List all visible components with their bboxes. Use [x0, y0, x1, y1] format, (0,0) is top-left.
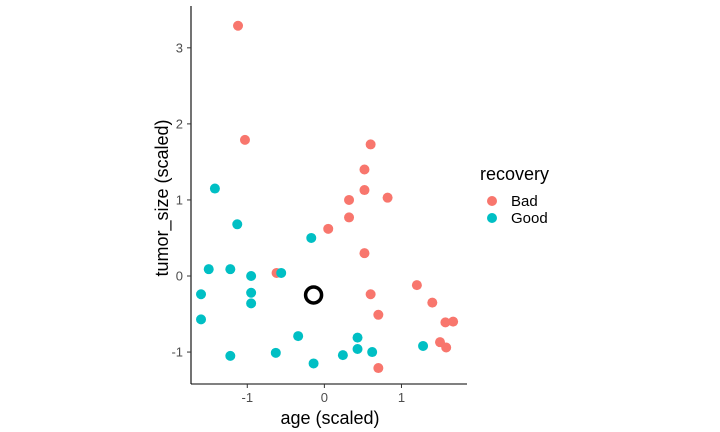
- data-point-bad: [323, 223, 334, 234]
- data-point-good: [232, 219, 243, 230]
- data-point-bad: [448, 316, 459, 327]
- y-tick-label: 0: [176, 269, 183, 284]
- x-axis-title-group: age (scaled): [280, 408, 379, 428]
- data-point-bad: [411, 280, 422, 291]
- data-point-bad: [373, 309, 384, 320]
- y-axis-title-group: tumor_size (scaled): [152, 119, 173, 276]
- data-point-bad: [427, 297, 438, 308]
- legend-label-bad: Bad: [511, 193, 538, 210]
- data-point-good: [352, 332, 363, 343]
- axes: -1 0 1 -1 0 1 2 3: [171, 6, 467, 405]
- data-point-good: [306, 232, 317, 243]
- data-point-bad: [441, 342, 452, 353]
- y-axis-title: tumor_size (scaled): [152, 119, 173, 276]
- data-point-good: [209, 183, 220, 194]
- data-point-good: [352, 344, 363, 355]
- data-point-bad: [365, 139, 376, 150]
- data-point-good: [337, 350, 348, 361]
- data-point-good: [246, 298, 257, 309]
- data-point-good: [203, 264, 214, 275]
- data-point-bad: [344, 194, 355, 205]
- x-tick-label: -1: [241, 390, 253, 405]
- data-point-good: [225, 350, 236, 361]
- data-point-good: [308, 358, 319, 369]
- data-points: [196, 20, 459, 374]
- data-point-good: [246, 287, 257, 298]
- data-point-good: [196, 289, 207, 300]
- y-tick-label: 1: [176, 192, 183, 207]
- data-point-bad: [359, 185, 370, 196]
- y-tick-label: -1: [171, 345, 183, 360]
- y-tick-label: 3: [176, 40, 183, 55]
- data-point-bad: [359, 248, 370, 259]
- data-point-bad: [359, 164, 370, 175]
- data-point-good: [270, 347, 281, 358]
- data-point-good: [225, 264, 236, 275]
- data-point-good: [293, 331, 304, 342]
- data-point-good: [418, 340, 429, 351]
- y-tick-label: 2: [176, 116, 183, 131]
- legend-title: recovery: [480, 164, 549, 184]
- data-point-bad: [365, 289, 376, 300]
- data-point-good: [246, 271, 257, 281]
- legend-key-bad: [487, 196, 497, 206]
- x-tick-label: 1: [398, 390, 405, 405]
- highlight-point: [303, 285, 324, 305]
- data-point-good: [276, 267, 287, 278]
- data-point-bad: [440, 317, 451, 328]
- data-point-good: [196, 314, 207, 325]
- data-point-bad: [382, 192, 393, 203]
- legend-key-good: [487, 213, 497, 223]
- data-point-bad: [233, 20, 244, 31]
- data-point-bad: [344, 212, 355, 223]
- data-point-bad: [373, 363, 384, 374]
- data-point-good: [367, 347, 378, 358]
- x-axis-title: age (scaled): [280, 408, 379, 428]
- legend-label-good: Good: [511, 210, 548, 227]
- x-tick-label: 0: [321, 390, 328, 405]
- data-point-bad: [239, 134, 250, 145]
